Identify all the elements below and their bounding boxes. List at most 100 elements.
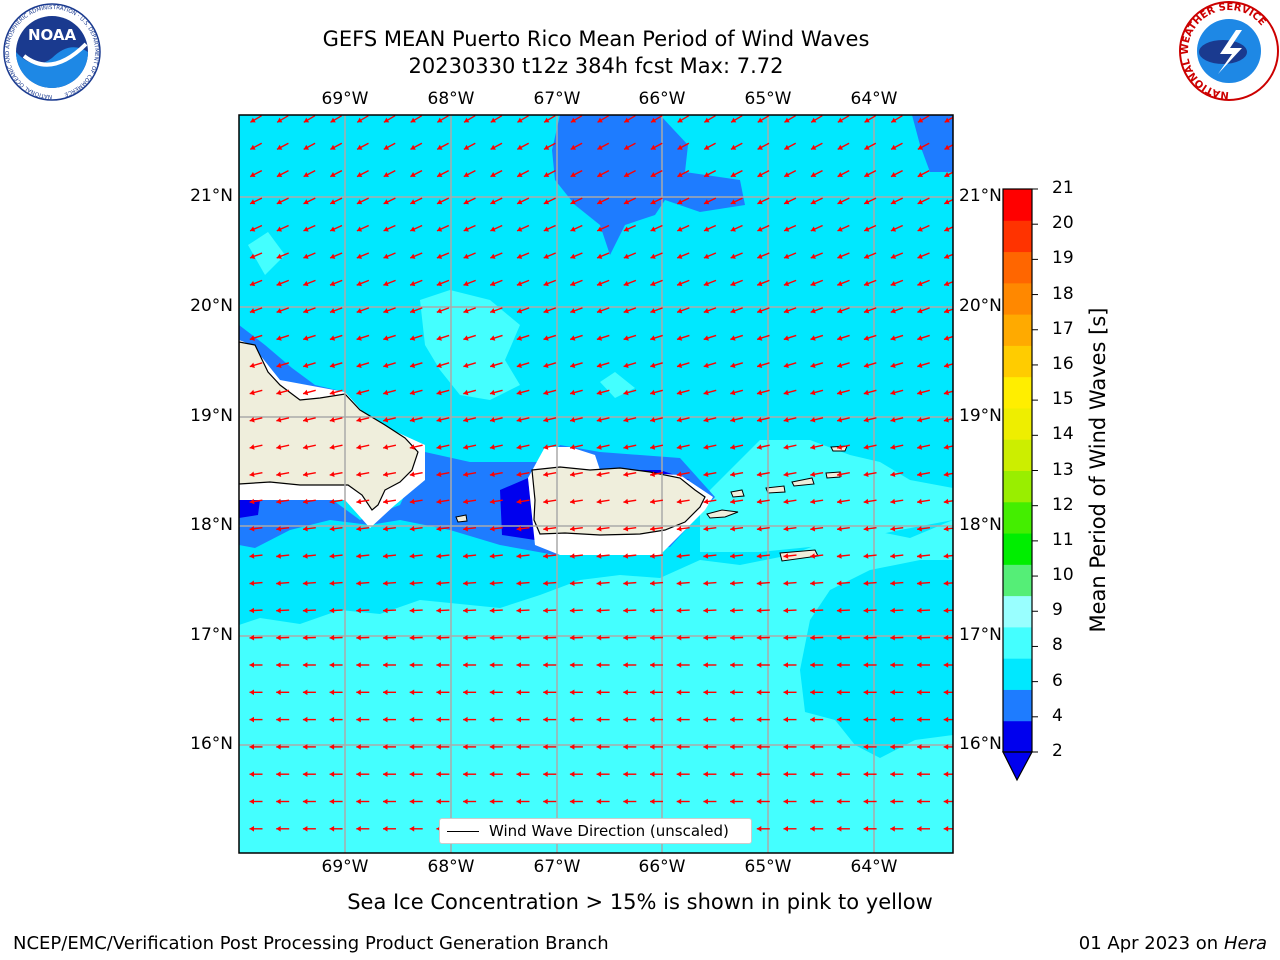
wave-arrow-head (890, 362, 896, 368)
colorbar-label: Mean Period of Wind Waves [s] (1086, 307, 1110, 633)
colorbar-segment (1003, 407, 1032, 440)
graticule (239, 115, 953, 853)
wave-arrow-head (383, 144, 390, 150)
wave-arrow-head (570, 172, 576, 177)
wave-arrow-head (330, 172, 336, 177)
map-fill-layer (239, 115, 953, 853)
wave-arrow-head (276, 253, 282, 259)
wave-arrow-head (623, 771, 628, 777)
wave-arrow-head (650, 771, 655, 777)
wave-arrow-head (249, 471, 255, 477)
wave-arrow-head (543, 389, 549, 396)
wave-arrow-head (890, 526, 896, 532)
wave-arrow-head (543, 362, 549, 368)
wave-arrow-head (569, 744, 575, 750)
wave-arrow-head (436, 798, 441, 805)
colorbar-tick-label: 10 (1052, 565, 1074, 586)
wave-arrow-head (783, 662, 788, 668)
wave-arrow-head (756, 771, 762, 777)
wave-arrow-head (836, 580, 842, 586)
wave-arrow-head (757, 362, 763, 368)
wave-arrow-head (623, 798, 628, 805)
wave-arrow-head (810, 471, 816, 477)
wave-arrow-head (810, 716, 815, 723)
wave-arrow-head (463, 771, 468, 777)
wave-arrow-head (490, 172, 496, 177)
wave-arrow-head (757, 144, 763, 150)
wave-arrow-head (650, 526, 655, 532)
wave-arrow-head (783, 417, 789, 423)
wave-arrow-head (516, 553, 522, 559)
wave-arrow-head (730, 444, 736, 450)
wave-arrow-head (944, 280, 950, 287)
wave-arrow-head (249, 607, 255, 614)
wave-arrow-head (783, 634, 789, 641)
colorbar-tick-label: 17 (1052, 318, 1074, 339)
wave-arrow-head (597, 308, 603, 314)
wave-arrow-head (250, 117, 256, 123)
wave-arrow-head (303, 253, 309, 259)
wave-arrow-head (436, 553, 442, 559)
wave-arrow-head (543, 634, 548, 641)
wave-direction-arrows (249, 115, 953, 832)
wave-arrow-head (810, 280, 816, 287)
wave-arrow-head (409, 526, 415, 532)
wave-arrow-head (249, 798, 254, 805)
wave-arrow-head (650, 471, 655, 477)
wave-arrow-head (757, 199, 763, 205)
wave-arrow-head (436, 662, 441, 668)
wave-arrow-head (863, 634, 869, 641)
wave-arrow-head (302, 553, 308, 559)
wave-arrow-head (410, 226, 416, 232)
wave-arrow-head (570, 444, 575, 450)
wave-arrow-head (863, 744, 869, 750)
wave-arrow-head (302, 744, 308, 750)
wave-arrow-head (677, 144, 683, 150)
wave-arrow-head (943, 634, 949, 641)
wave-arrow-head (756, 744, 762, 750)
colorbar-tick-label: 11 (1052, 529, 1074, 550)
wave-arrow-head (570, 117, 577, 123)
wave-arrow-head (329, 389, 335, 396)
lon-label-top: 69°W (321, 89, 369, 109)
anegada-island (825, 471, 841, 479)
wave-arrow-head (783, 553, 789, 559)
wave-arrow-head (543, 607, 548, 614)
colorbar-segment (1003, 626, 1032, 659)
wave-arrow-head (810, 580, 815, 586)
wave-arrow-head (784, 226, 790, 232)
wave-arrow-head (516, 498, 522, 505)
wave-arrow-head (837, 253, 843, 259)
wave-arrow-head (543, 280, 549, 287)
wave-arrow-head (730, 471, 736, 477)
wave-arrow-head (596, 362, 602, 368)
wave-arrow-head (757, 280, 763, 287)
wave-arrow-head (356, 553, 362, 559)
wave-arrow-head (596, 498, 602, 505)
wave-arrow-head (944, 117, 950, 123)
wave-arrow-head (543, 226, 549, 232)
wave-arrow-head (863, 826, 869, 832)
wave-arrow-head (436, 607, 441, 614)
wave-arrow-head (917, 744, 922, 750)
lon-label-bottom: 65°W (744, 857, 792, 877)
legend-label: Wind Wave Direction (unscaled) (489, 822, 729, 840)
wave-arrow-head (784, 144, 790, 150)
wave-arrow-head (303, 172, 309, 177)
wave-arrow-head (890, 389, 896, 396)
wave-arrow-head (623, 607, 628, 614)
wave-arrow-head (569, 634, 575, 641)
wave-arrow-head (650, 744, 655, 750)
wave-arrow-head (516, 417, 522, 423)
wave-arrow-head (356, 744, 361, 750)
wave-arrow-head (276, 798, 281, 805)
wave-arrow-head (409, 716, 415, 723)
colorbar-segment (1003, 189, 1032, 221)
wave-arrow-head (276, 444, 282, 450)
wave-arrow-head (863, 607, 869, 614)
wave-arrow-head (356, 826, 361, 832)
wave-arrow-head (463, 716, 468, 723)
wave-arrow-head (357, 144, 363, 150)
wave-arrow-head (543, 498, 549, 505)
wave-arrow-head (463, 580, 468, 586)
